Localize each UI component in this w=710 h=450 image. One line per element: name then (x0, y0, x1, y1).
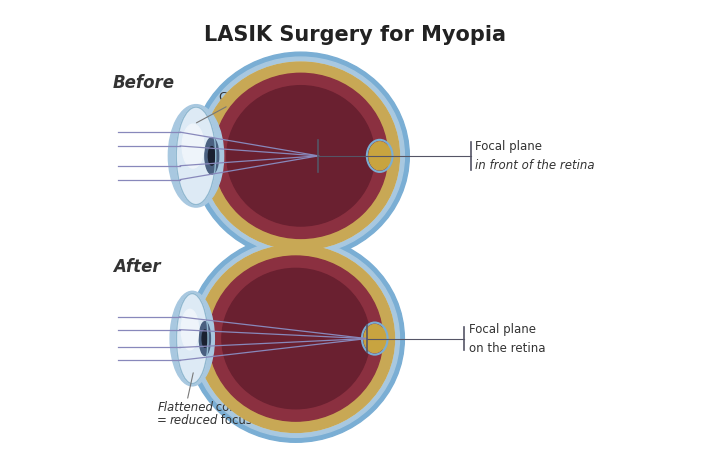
Ellipse shape (209, 256, 383, 421)
Ellipse shape (181, 309, 199, 350)
Text: After: After (113, 257, 160, 275)
Ellipse shape (182, 124, 204, 168)
Ellipse shape (170, 291, 214, 386)
Ellipse shape (192, 52, 410, 260)
Ellipse shape (176, 293, 208, 383)
Text: LASIK Surgery for Myopia: LASIK Surgery for Myopia (204, 24, 506, 45)
Ellipse shape (226, 86, 375, 226)
Text: Flattened: Flattened (158, 401, 214, 414)
Ellipse shape (197, 245, 395, 432)
Ellipse shape (197, 57, 405, 255)
Ellipse shape (176, 107, 216, 205)
Text: Before: Before (113, 74, 175, 92)
Ellipse shape (192, 240, 400, 437)
Ellipse shape (187, 235, 405, 442)
Text: reduced: reduced (169, 414, 218, 427)
Ellipse shape (368, 142, 390, 170)
Ellipse shape (168, 105, 224, 207)
Ellipse shape (222, 268, 370, 409)
Ellipse shape (200, 322, 210, 356)
Text: Focal plane: Focal plane (469, 323, 535, 336)
Text: =: = (158, 414, 171, 427)
Text: in front of the retina: in front of the retina (476, 159, 595, 172)
Ellipse shape (364, 324, 386, 353)
Ellipse shape (202, 62, 400, 250)
Text: on the retina: on the retina (469, 342, 545, 355)
Ellipse shape (214, 73, 388, 238)
Text: Cornea: Cornea (219, 90, 263, 104)
Text: cornea =: cornea = (212, 401, 269, 414)
Text: Focal plane: Focal plane (476, 140, 542, 153)
Text: focusing power: focusing power (217, 414, 310, 427)
Ellipse shape (197, 245, 395, 432)
Ellipse shape (202, 62, 400, 250)
Ellipse shape (208, 147, 215, 165)
Ellipse shape (205, 138, 219, 174)
Ellipse shape (202, 330, 207, 347)
